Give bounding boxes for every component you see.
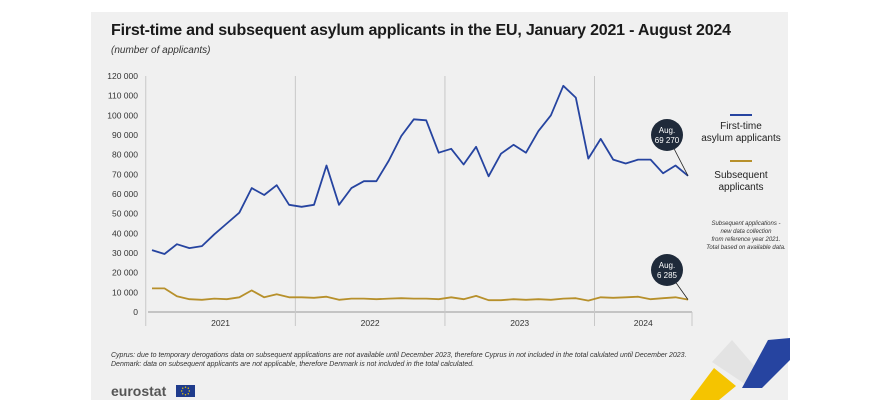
y-tick-label: 50 000 xyxy=(112,209,138,219)
y-tick-label: 20 000 xyxy=(112,268,138,278)
annotation-bubble xyxy=(651,254,683,286)
note-line: new data collection xyxy=(720,229,772,235)
x-tick-label: 2024 xyxy=(634,318,653,328)
chart-subtitle: (number of applicants) xyxy=(111,45,211,56)
legend-label-first-time: First-time asylum applicants xyxy=(695,121,787,145)
legend-label-line: First-time xyxy=(720,121,762,132)
series-line-0 xyxy=(151,84,689,255)
legend-label-line: Subsequent xyxy=(714,170,768,181)
y-tick-label: 90 000 xyxy=(112,130,138,140)
legend-label-line: asylum applicants xyxy=(701,133,781,144)
annotation-value: 69 270 xyxy=(655,136,680,145)
annotation-bubble xyxy=(651,119,683,151)
annotation-label: Aug. xyxy=(659,126,675,135)
legend-label-line: applicants xyxy=(718,182,764,193)
legend-swatch-first-time xyxy=(730,114,752,116)
eu-flag-icon xyxy=(176,385,195,397)
series-line-1 xyxy=(152,287,689,302)
y-tick-label: 80 000 xyxy=(112,150,138,160)
x-tick-label: 2022 xyxy=(361,318,380,328)
footnote-line: Cyprus: due to temporary derogations dat… xyxy=(111,352,687,359)
footnotes: Cyprus: due to temporary derogations dat… xyxy=(111,351,687,369)
y-tick-label: 70 000 xyxy=(112,169,138,179)
y-tick-label: 30 000 xyxy=(112,248,138,258)
y-tick-label: 0 xyxy=(133,307,138,317)
y-tick-label: 40 000 xyxy=(112,228,138,238)
y-tick-label: 100 000 xyxy=(107,110,138,120)
note-line: Total based on available data. xyxy=(706,245,786,251)
legend-label-subsequent: Subsequent applicants xyxy=(695,170,787,194)
chart-card xyxy=(91,12,788,400)
note-line: from reference year 2021. xyxy=(711,237,781,243)
x-tick-label: 2021 xyxy=(211,318,230,328)
y-tick-label: 110 000 xyxy=(108,91,138,101)
legend-swatch-subsequent xyxy=(730,160,752,162)
eurostat-logo: eurostat xyxy=(111,383,167,399)
x-tick-label: 2023 xyxy=(510,318,529,328)
y-tick-label: 10 000 xyxy=(112,287,138,297)
note-line: Subsequent applications - xyxy=(711,221,781,227)
data-note: Subsequent applications - new data colle… xyxy=(700,220,792,252)
y-tick-label: 60 000 xyxy=(112,189,138,199)
annotation-value: 6 285 xyxy=(657,271,678,280)
y-tick-label: 120 000 xyxy=(107,71,138,81)
chart-title: First-time and subsequent asylum applica… xyxy=(111,22,731,39)
annotation-label: Aug. xyxy=(659,261,675,270)
footnote-line: Denmark: data on subsequent applicants a… xyxy=(111,361,475,368)
